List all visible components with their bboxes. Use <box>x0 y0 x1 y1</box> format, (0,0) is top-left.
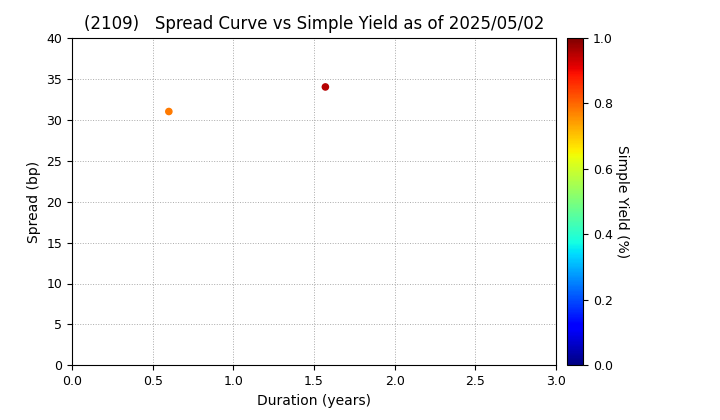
Point <box>320 84 331 90</box>
Y-axis label: Simple Yield (%): Simple Yield (%) <box>616 145 629 258</box>
Y-axis label: Spread (bp): Spread (bp) <box>27 160 41 243</box>
Title: (2109)   Spread Curve vs Simple Yield as of 2025/05/02: (2109) Spread Curve vs Simple Yield as o… <box>84 16 544 34</box>
Point <box>163 108 174 115</box>
X-axis label: Duration (years): Duration (years) <box>257 394 371 408</box>
